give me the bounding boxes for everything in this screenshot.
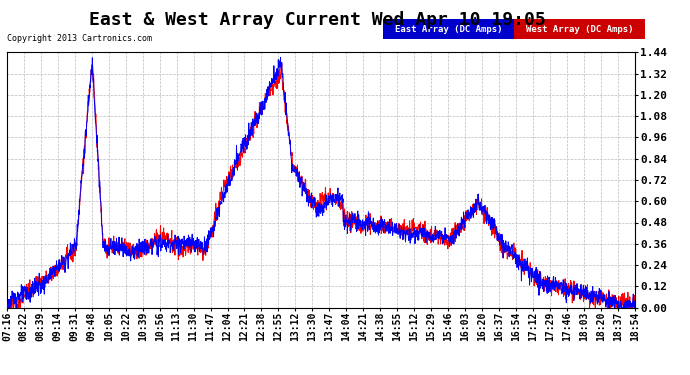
Text: East Array (DC Amps): East Array (DC Amps) — [395, 25, 502, 34]
Text: Copyright 2013 Cartronics.com: Copyright 2013 Cartronics.com — [7, 34, 152, 43]
Text: West Array (DC Amps): West Array (DC Amps) — [526, 25, 633, 34]
Text: East & West Array Current Wed Apr 10 19:05: East & West Array Current Wed Apr 10 19:… — [89, 11, 546, 29]
